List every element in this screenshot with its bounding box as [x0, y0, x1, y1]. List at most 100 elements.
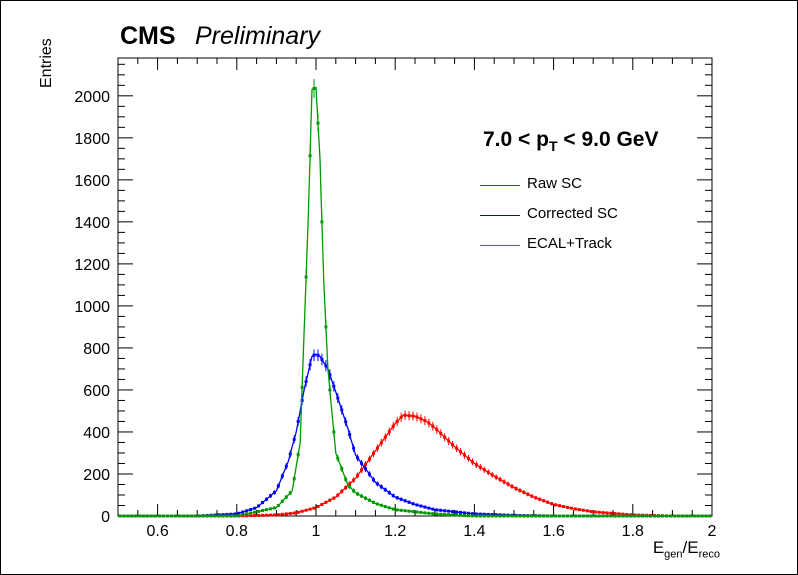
data-point — [288, 452, 292, 456]
data-point — [118, 514, 122, 518]
data-point — [383, 505, 387, 509]
data-point — [181, 514, 185, 518]
data-point — [478, 465, 482, 469]
data-point — [367, 498, 371, 502]
data-point — [399, 497, 403, 501]
data-point — [320, 357, 324, 361]
data-point — [296, 510, 300, 514]
data-point — [320, 220, 324, 224]
data-point — [292, 511, 296, 515]
data-point — [217, 514, 221, 518]
data-point — [518, 514, 522, 518]
data-point — [653, 514, 657, 518]
data-point — [498, 478, 502, 482]
data-point — [185, 514, 189, 518]
data-point — [419, 417, 423, 421]
data-point — [411, 414, 415, 418]
data-point — [296, 419, 300, 423]
data-point — [173, 514, 177, 518]
data-point — [403, 413, 407, 417]
data-point — [300, 509, 304, 513]
data-point — [506, 514, 510, 518]
data-point — [534, 514, 538, 518]
data-point — [166, 514, 169, 518]
experiment-label: CMS — [120, 22, 176, 50]
data-point — [514, 487, 518, 491]
data-point — [625, 512, 629, 516]
data-point — [518, 488, 522, 492]
data-point — [490, 514, 494, 518]
data-point — [352, 446, 356, 450]
data-point — [268, 513, 272, 517]
x-tick-label: 1.8 — [622, 523, 644, 540]
data-point — [276, 503, 280, 507]
data-point — [241, 510, 245, 514]
data-point — [344, 420, 348, 424]
data-point — [601, 511, 605, 515]
data-point — [684, 514, 688, 518]
data-point — [585, 514, 589, 518]
data-point — [502, 514, 506, 518]
data-point — [573, 514, 577, 518]
data-point — [154, 514, 158, 518]
data-point — [526, 492, 530, 496]
data-point — [482, 514, 486, 518]
data-point — [308, 507, 312, 511]
data-point — [637, 514, 641, 518]
data-point — [364, 463, 367, 467]
data-point — [447, 513, 451, 517]
data-point — [316, 353, 320, 357]
data-point — [554, 514, 558, 518]
data-point — [498, 514, 502, 518]
data-point — [641, 514, 645, 518]
data-point — [550, 502, 554, 506]
data-point — [696, 514, 700, 518]
data-point — [261, 501, 265, 505]
data-point — [130, 514, 134, 518]
legend-entry-ecal: ECAL+Track — [480, 232, 700, 262]
data-point — [546, 514, 550, 518]
data-point — [474, 463, 478, 467]
data-point — [466, 514, 470, 518]
data-point — [573, 507, 577, 511]
data-point — [621, 512, 625, 516]
data-point — [447, 439, 451, 443]
data-point — [455, 510, 459, 514]
series-line-1 — [118, 353, 712, 517]
data-point — [482, 468, 486, 472]
x-tick-label: 2 — [708, 523, 717, 540]
data-point — [645, 514, 649, 518]
data-point — [296, 453, 300, 457]
data-point — [700, 514, 704, 518]
data-point — [415, 503, 419, 507]
data-point — [562, 514, 565, 518]
data-point — [633, 514, 637, 518]
data-point — [237, 514, 241, 518]
y-tick-label: 2000 — [74, 89, 110, 106]
data-point — [316, 121, 320, 125]
data-point — [352, 478, 356, 482]
series-group — [118, 78, 712, 518]
data-point — [158, 514, 162, 518]
data-point — [577, 508, 581, 512]
y-axis-label: Entries — [38, 38, 55, 88]
data-point — [253, 510, 257, 514]
data-point — [470, 460, 474, 464]
data-point — [431, 507, 435, 511]
series-line-0 — [118, 414, 712, 517]
data-point — [304, 380, 308, 384]
data-point — [601, 514, 605, 518]
data-point — [360, 461, 364, 465]
data-point — [625, 514, 629, 518]
data-point — [387, 491, 391, 495]
data-point — [324, 500, 328, 504]
data-point — [253, 506, 257, 510]
x-tick-label: 1.4 — [463, 523, 485, 540]
data-point — [708, 514, 712, 518]
data-point — [284, 464, 288, 468]
y-tick-label: 1400 — [74, 215, 110, 232]
data-point — [348, 482, 352, 486]
data-point — [201, 514, 205, 518]
data-point — [225, 514, 229, 518]
data-point — [672, 514, 676, 518]
